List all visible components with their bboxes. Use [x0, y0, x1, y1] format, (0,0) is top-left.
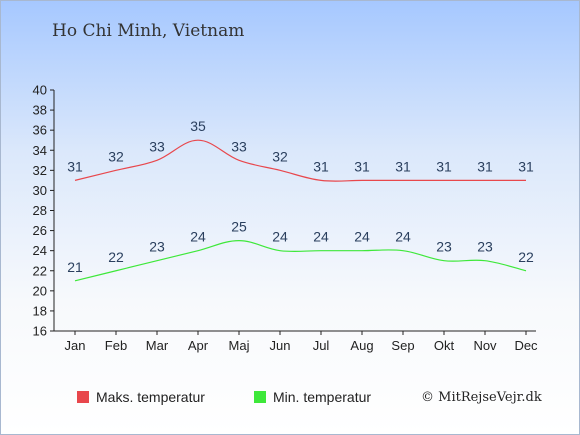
y-tick-label: 18 — [33, 303, 47, 318]
min-data-label: 23 — [149, 239, 165, 255]
y-tick-label: 16 — [33, 324, 47, 339]
max-data-label: 33 — [231, 138, 247, 154]
legend-max: Maks. temperatur — [77, 389, 205, 405]
min-data-label: 25 — [231, 219, 247, 235]
min-data-label: 23 — [436, 239, 452, 255]
min-data-label: 24 — [354, 229, 370, 245]
max-data-label: 31 — [518, 158, 534, 174]
min-data-label: 22 — [108, 249, 124, 265]
y-tick-label: 26 — [33, 223, 47, 238]
max-data-label: 31 — [477, 158, 493, 174]
x-tick-label: Dec — [514, 338, 538, 353]
min-data-label: 24 — [190, 229, 206, 245]
legend-min: Min. temperatur — [254, 389, 371, 405]
x-tick-label: Aug — [350, 338, 373, 353]
max-data-label: 33 — [149, 138, 165, 154]
max-data-label: 31 — [67, 158, 83, 174]
y-tick-label: 40 — [33, 83, 47, 98]
x-tick-label: Feb — [105, 338, 127, 353]
y-tick-label: 36 — [33, 123, 47, 138]
min-data-label: 24 — [272, 229, 288, 245]
max-data-label: 31 — [436, 158, 452, 174]
y-tick-label: 20 — [33, 283, 47, 298]
chart-title: Ho Chi Minh, Vietnam — [52, 21, 245, 41]
min-data-label: 24 — [395, 229, 411, 245]
x-tick-label: Sep — [391, 338, 414, 353]
y-tick-label: 34 — [33, 143, 47, 158]
credit-text: © MitRejseVejr.dk — [421, 390, 542, 405]
x-tick-label: Nov — [473, 338, 497, 353]
max-data-label: 35 — [190, 118, 206, 134]
series-min-line — [74, 240, 527, 282]
y-tick-label: 30 — [33, 183, 47, 198]
y-tick-label: 32 — [33, 163, 47, 178]
max-data-label: 32 — [108, 148, 124, 164]
y-tick-label: 22 — [33, 263, 47, 278]
x-tick-label: Jun — [270, 338, 291, 353]
y-tick-label: 24 — [33, 243, 47, 258]
x-tick-label: Jan — [65, 338, 86, 353]
x-tick-label: Apr — [188, 338, 209, 353]
x-tick-label: Maj — [229, 338, 250, 353]
x-tick-label: Jul — [313, 338, 330, 353]
min-data-label: 23 — [477, 239, 493, 255]
legend-max-swatch — [77, 391, 89, 403]
y-tick-label: 38 — [33, 103, 47, 118]
max-data-label: 31 — [395, 158, 411, 174]
legend-max-label: Maks. temperatur — [96, 389, 205, 405]
max-data-label: 31 — [313, 158, 329, 174]
min-data-label: 22 — [518, 249, 534, 265]
x-tick-label: Okt — [434, 338, 455, 353]
legend-min-swatch — [254, 391, 266, 403]
min-data-label: 24 — [313, 229, 329, 245]
series-max-line — [74, 139, 527, 182]
max-data-label: 31 — [354, 158, 370, 174]
legend-min-label: Min. temperatur — [273, 389, 372, 405]
y-tick-label: 28 — [33, 203, 47, 218]
min-data-label: 21 — [67, 259, 83, 275]
max-data-label: 32 — [272, 148, 288, 164]
x-tick-label: Mar — [146, 338, 169, 353]
